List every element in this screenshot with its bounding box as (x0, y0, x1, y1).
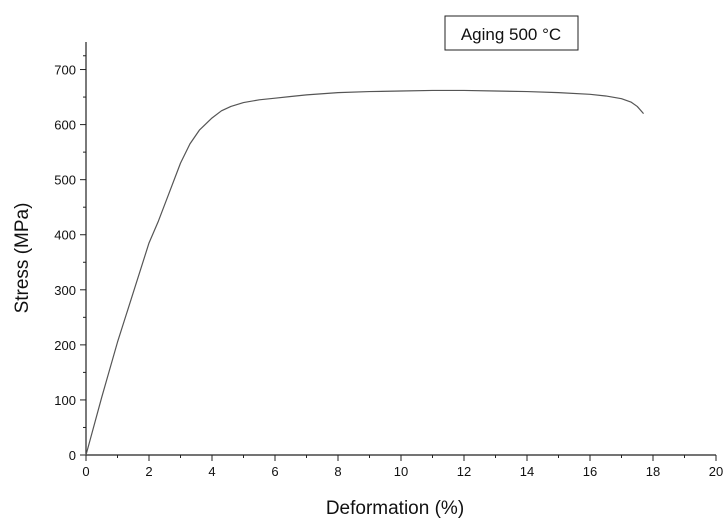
y-tick-label: 600 (54, 118, 76, 133)
y-tick-label: 500 (54, 173, 76, 188)
x-tick-label: 18 (646, 464, 660, 479)
x-tick-label: 20 (709, 464, 723, 479)
annotation-box: Aging 500 °C (444, 15, 579, 51)
x-tick-label: 0 (82, 464, 89, 479)
x-tick-label: 2 (145, 464, 152, 479)
axes (85, 42, 716, 456)
x-tick-label: 8 (334, 464, 341, 479)
annotation-frame (444, 15, 579, 51)
y-tick-label: 100 (54, 393, 76, 408)
x-tick-label: 6 (271, 464, 278, 479)
x-tick-label: 10 (394, 464, 408, 479)
x-tick-label: 14 (520, 464, 534, 479)
x-tick-label: 4 (208, 464, 215, 479)
x-axis-label: Deformation (%) (326, 498, 464, 519)
y-tick-label: 0 (69, 448, 76, 463)
series-layer (85, 89, 645, 456)
x-tick-label: 12 (457, 464, 471, 479)
y-tick-label: 700 (54, 63, 76, 78)
y-tick-label: 300 (54, 283, 76, 298)
series-line-0 (85, 89, 645, 456)
x-tick-label: 16 (583, 464, 597, 479)
y-tick-label: 400 (54, 228, 76, 243)
annotation-label: Aging 500 °C (461, 25, 561, 44)
y-tick-label: 200 (54, 338, 76, 353)
y-axis-label: Stress (MPa) (12, 203, 33, 314)
